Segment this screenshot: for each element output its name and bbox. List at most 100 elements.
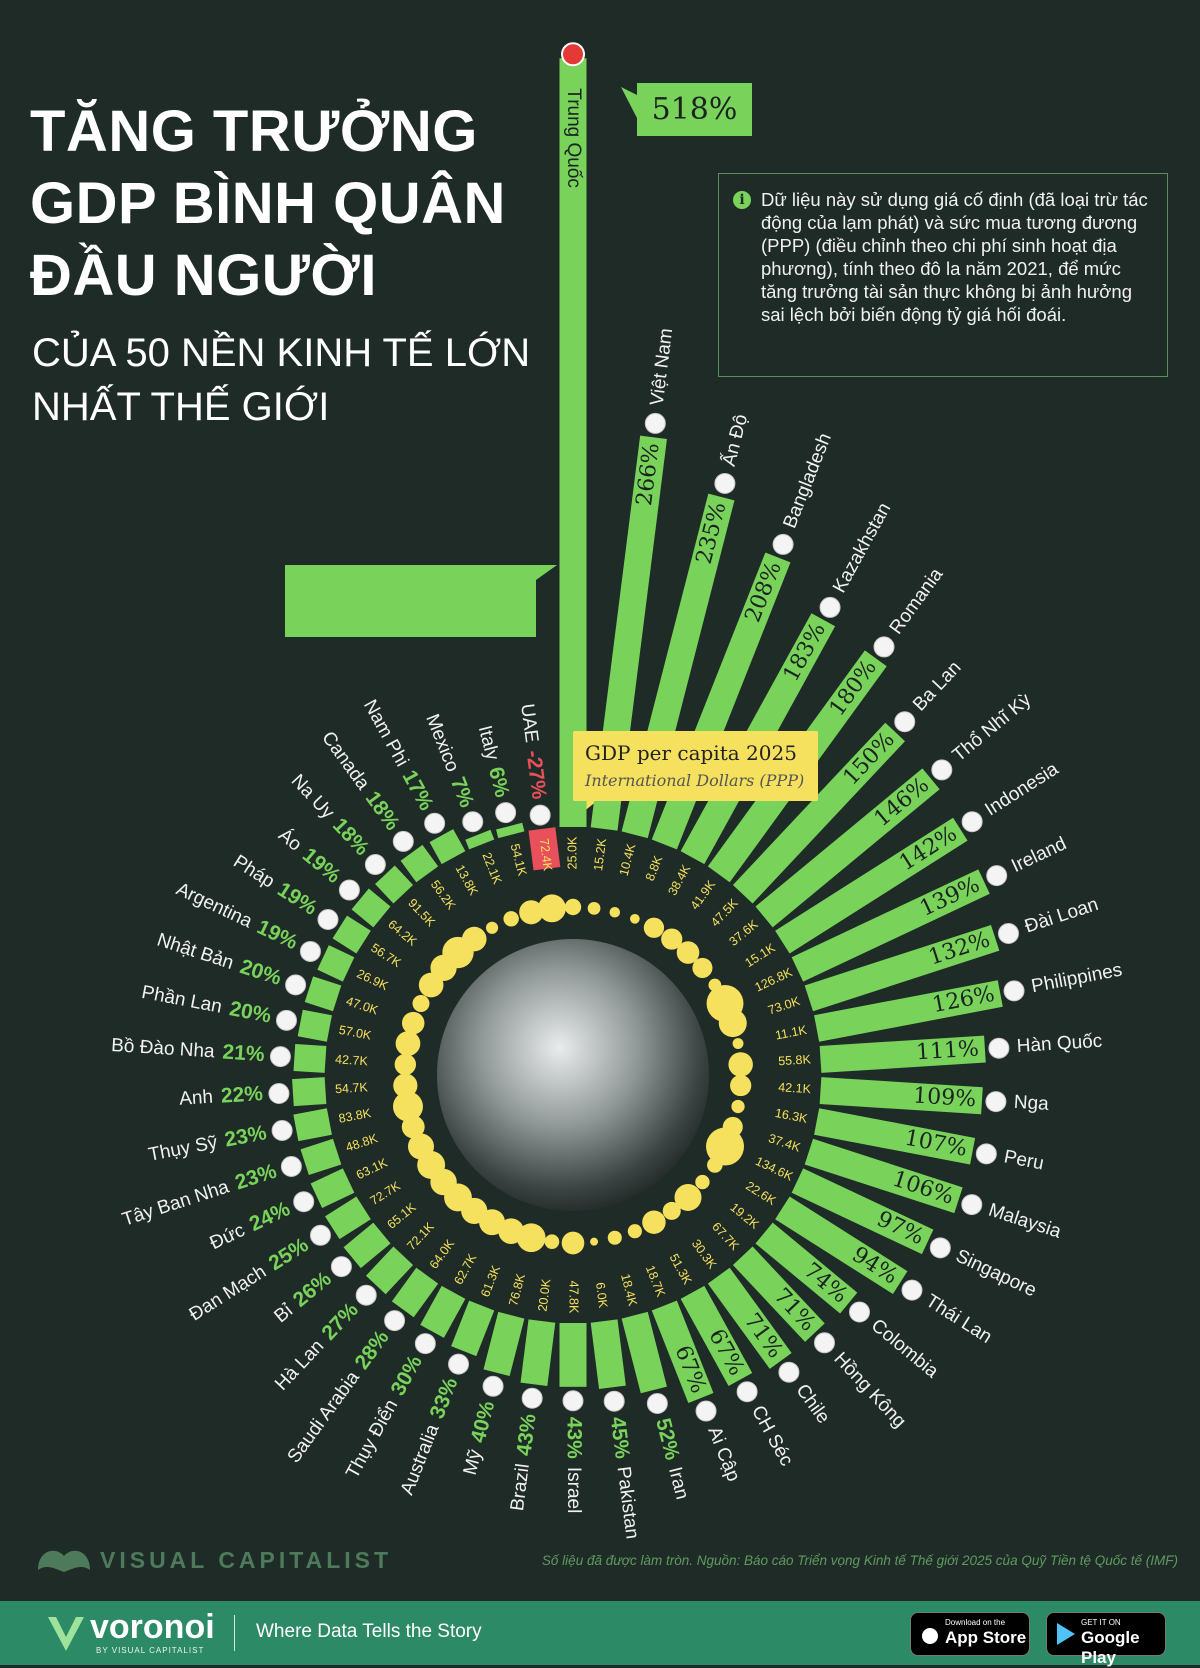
bar bbox=[451, 1300, 495, 1357]
gdp-label: 57.0K bbox=[338, 1023, 373, 1043]
country-label: CH Séc bbox=[747, 1402, 797, 1469]
app-store-small: Download on the bbox=[945, 1618, 1006, 1627]
gdp-label: 37.6K bbox=[727, 917, 762, 949]
value-label: 266% bbox=[632, 442, 665, 508]
bar bbox=[351, 888, 391, 928]
country-label: UAE bbox=[516, 702, 542, 743]
bar bbox=[732, 1246, 825, 1342]
value-label: 18% bbox=[361, 787, 405, 835]
legend-subtitle: International Dollars (PPP) bbox=[585, 771, 805, 790]
flag bbox=[985, 1091, 1007, 1113]
bar bbox=[429, 829, 466, 865]
gdp-label: 22.6K bbox=[743, 1179, 779, 1209]
note: Dữ liệu này sử dụng giá cố định (đã loại… bbox=[761, 189, 1148, 325]
gdp-label: 38.4K bbox=[665, 862, 693, 898]
value-label: 20% bbox=[237, 955, 284, 990]
bar bbox=[325, 1196, 371, 1240]
flag bbox=[901, 1279, 923, 1301]
app-store-button[interactable]: Download on the App Store bbox=[910, 1612, 1030, 1656]
value-label: 19% bbox=[298, 843, 345, 888]
country-label: Bangladesh bbox=[779, 430, 835, 531]
flag bbox=[646, 1393, 668, 1415]
value-label: 52% bbox=[651, 1416, 684, 1463]
flag bbox=[482, 1375, 504, 1397]
gdp-label: 47.8K bbox=[567, 1281, 581, 1314]
flag bbox=[330, 1256, 352, 1278]
flag bbox=[986, 865, 1008, 887]
gdp-label: 8.8K bbox=[643, 853, 666, 883]
value-label: 27% bbox=[317, 1298, 363, 1345]
gdp-label: 55.8K bbox=[778, 1052, 812, 1068]
gdp-bubble bbox=[395, 1031, 421, 1056]
gdp-label: 13.8K bbox=[453, 862, 481, 898]
gdp-label: 30.3K bbox=[689, 1237, 720, 1272]
divider bbox=[234, 1615, 235, 1651]
country-label: Malaysia bbox=[986, 1200, 1064, 1243]
flag bbox=[268, 1083, 290, 1105]
value-label: 132% bbox=[926, 927, 994, 970]
gdp-label: 54.7K bbox=[335, 1080, 369, 1096]
gdp-label: 16.3K bbox=[774, 1106, 809, 1126]
value-label: 18% bbox=[328, 814, 374, 861]
gdp-label: 22.1K bbox=[479, 851, 504, 887]
country-label: Trung Quốc bbox=[563, 88, 584, 188]
gdp-label: 64.0K bbox=[427, 1236, 458, 1271]
flag bbox=[813, 1332, 835, 1354]
gdp-bubble bbox=[718, 1009, 747, 1038]
bar bbox=[590, 1319, 626, 1389]
bar bbox=[297, 1009, 332, 1042]
gdp-label: 20.0K bbox=[535, 1277, 553, 1312]
gdp-label: 25.0K bbox=[565, 836, 579, 869]
country-label: Đài Loan bbox=[1022, 894, 1101, 937]
flag bbox=[414, 1333, 436, 1355]
value-label: 208% bbox=[740, 558, 786, 626]
bar bbox=[755, 1222, 858, 1314]
google-play-button[interactable]: GET IT ON Google Play bbox=[1046, 1612, 1166, 1667]
bar bbox=[343, 1222, 391, 1269]
value-label: 150% bbox=[839, 727, 900, 790]
bar bbox=[791, 1168, 934, 1255]
country-label: Hà Lan bbox=[271, 1336, 328, 1395]
country-label: Nhật Bản bbox=[154, 930, 236, 974]
bar bbox=[755, 768, 940, 928]
gdp-bubble bbox=[564, 898, 582, 916]
country-label: Iran bbox=[664, 1465, 692, 1502]
bar bbox=[651, 1300, 714, 1404]
flag bbox=[961, 1194, 983, 1216]
flag bbox=[355, 1284, 377, 1306]
value-label: 146% bbox=[870, 773, 934, 832]
bar bbox=[520, 1319, 556, 1387]
value-label: 24% bbox=[246, 1197, 294, 1236]
flag bbox=[462, 811, 484, 833]
brand-logo bbox=[38, 1550, 90, 1572]
gdp-bubble bbox=[695, 1174, 710, 1190]
flag bbox=[961, 811, 983, 833]
flag bbox=[1003, 980, 1025, 1002]
gdp-bubble bbox=[407, 1133, 434, 1160]
bar bbox=[791, 869, 990, 982]
country-label: Ireland bbox=[1008, 833, 1070, 877]
country-label: Áo bbox=[274, 825, 305, 856]
flag bbox=[529, 804, 551, 826]
app-store-big: App Store bbox=[945, 1628, 1027, 1647]
bar bbox=[375, 865, 414, 904]
gdp-bubble bbox=[503, 911, 519, 927]
country-label: Indonesia bbox=[981, 758, 1062, 820]
gdp-label: 134.6K bbox=[753, 1154, 795, 1184]
bar bbox=[680, 1285, 753, 1386]
gdp-label: 41.9K bbox=[688, 877, 719, 912]
bar bbox=[496, 822, 525, 839]
value-label: 19% bbox=[253, 915, 301, 954]
country-label: Romania bbox=[886, 564, 948, 638]
apple-icon bbox=[922, 1628, 938, 1644]
bar bbox=[483, 1311, 525, 1377]
value-label: 126% bbox=[930, 982, 996, 1018]
country-label: Ai Cập bbox=[703, 1424, 744, 1485]
country-label: Mỹ bbox=[460, 1447, 487, 1477]
logo-mark-inner bbox=[56, 1617, 76, 1637]
gdp-label: 26.9K bbox=[355, 967, 391, 994]
country-label: Anh bbox=[179, 1087, 214, 1110]
country-label: Singapore bbox=[952, 1246, 1039, 1302]
country-label: Pháp bbox=[229, 851, 278, 893]
bar bbox=[420, 1285, 466, 1338]
